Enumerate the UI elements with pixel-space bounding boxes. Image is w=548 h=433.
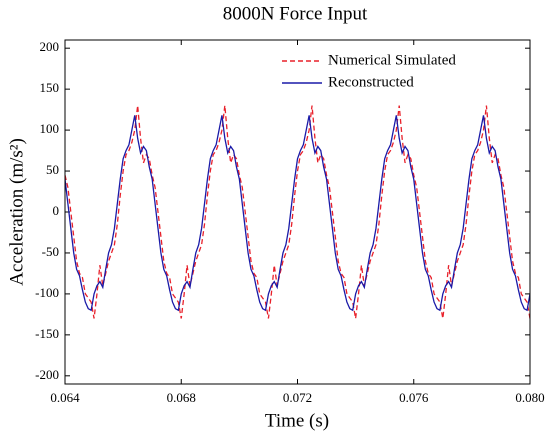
series-line [65,115,530,312]
y-axis-label: Acceleration (m/s²) [6,138,27,286]
x-tick-label: 0.072 [283,390,312,405]
y-tick-label: 100 [40,121,60,136]
y-tick-label: -150 [35,326,59,341]
y-tick-label: 0 [53,203,60,218]
y-tick-label: 200 [40,39,60,54]
x-tick-label: 0.080 [515,390,544,405]
x-tick-label: 0.076 [399,390,429,405]
y-tick-label: -50 [42,244,59,259]
y-tick-label: -200 [35,367,59,382]
y-tick-label: 50 [46,162,59,177]
chart-title: 8000N Force Input [223,3,368,24]
legend-label: Reconstructed [328,74,414,90]
x-tick-label: 0.068 [167,390,196,405]
plot-frame [64,39,531,385]
series-line [65,105,530,319]
legend-label: Numerical Simulated [328,52,456,68]
y-tick-label: 150 [40,80,60,95]
y-tick-label: -100 [35,285,59,300]
x-tick-label: 0.064 [50,390,80,405]
x-axis-label: Time (s) [265,410,329,431]
